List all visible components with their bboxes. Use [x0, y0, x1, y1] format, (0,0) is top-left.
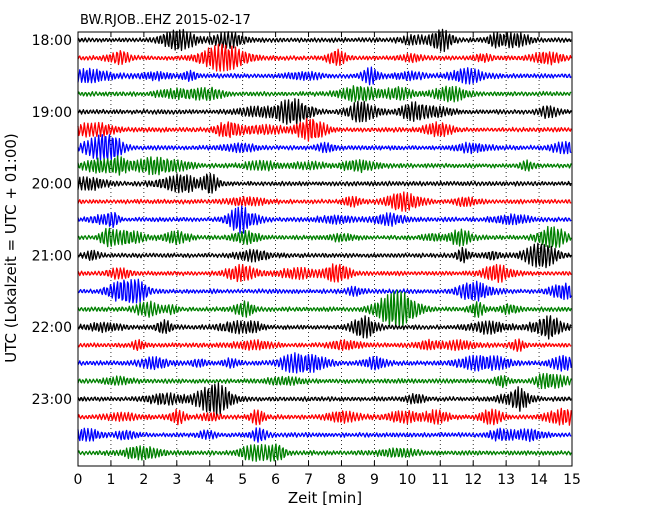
x-tick-label: 10 [398, 472, 416, 488]
x-tick-label: 11 [431, 472, 449, 488]
seismic-trace [77, 382, 572, 417]
x-tick-label: 8 [337, 472, 346, 488]
y-tick-label: 21:00 [32, 248, 72, 264]
seismic-trace [77, 352, 572, 374]
x-axis: 0 1 2 3 4 5 6 7 8 9 10 11 12 13 14 15 [74, 32, 581, 488]
seismic-trace [77, 205, 572, 234]
seismic-trace [77, 263, 572, 283]
seismic-trace [77, 85, 572, 103]
seismic-trace [77, 28, 572, 53]
seismic-trace [77, 98, 572, 126]
seismic-traces [77, 28, 572, 462]
x-tick-label: 13 [497, 472, 515, 488]
y-tick-label: 18:00 [32, 33, 72, 49]
x-tick-label: 5 [238, 472, 247, 488]
x-tick-label: 3 [172, 472, 181, 488]
seismic-trace [77, 242, 572, 269]
x-tick-label: 12 [464, 472, 482, 488]
x-tick-label: 2 [139, 472, 148, 488]
seismic-trace [77, 338, 572, 352]
seismic-trace [77, 155, 572, 176]
seismic-trace [77, 427, 572, 443]
x-tick-label: 14 [530, 472, 548, 488]
seismic-trace [77, 407, 572, 426]
y-tick-label: 20:00 [32, 177, 72, 193]
seismic-trace [77, 225, 572, 249]
x-grid [110, 32, 540, 466]
x-tick-label: 6 [271, 472, 280, 488]
seismic-trace [77, 43, 572, 72]
chart-title: BW.RJOB..EHZ 2015-02-17 [80, 13, 251, 28]
y-tick-label: 22:00 [32, 320, 72, 336]
seismic-trace [77, 134, 572, 162]
seismic-trace [77, 289, 572, 328]
seismic-trace [77, 443, 572, 462]
y-axis: 18:00 19:00 20:00 21:00 22:00 23:00 [32, 33, 572, 408]
x-tick-label: 9 [370, 472, 379, 488]
y-tick-label: 23:00 [32, 392, 72, 408]
plot-frame [77, 31, 573, 467]
x-tick-label: 15 [563, 472, 581, 488]
x-tick-label: 1 [106, 472, 115, 488]
seismic-trace [77, 172, 572, 194]
seismic-trace [77, 191, 572, 212]
y-tick-label: 19:00 [32, 105, 72, 121]
seismic-trace [77, 278, 572, 304]
y-axis-label: UTC (Lokalzeit = UTC + 01:00) [2, 133, 20, 363]
x-axis-label: Zeit [min] [288, 489, 362, 507]
x-tick-label: 4 [205, 472, 214, 488]
x-tick-label: 0 [74, 472, 83, 488]
x-tick-label: 7 [304, 472, 313, 488]
seismic-trace [77, 117, 572, 142]
seismic-trace [77, 372, 572, 390]
seismic-trace [77, 66, 572, 86]
seismic-trace [77, 315, 572, 340]
